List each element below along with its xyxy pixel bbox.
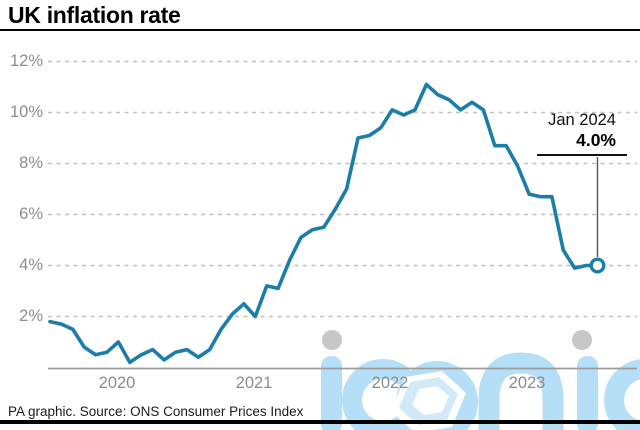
x-axis-label-2022: 2022 [371, 374, 409, 392]
watermark-i-dot [572, 330, 592, 350]
annotation-date: Jan 2024 [548, 111, 616, 129]
y-axis-label-12: 12% [9, 52, 43, 70]
x-axis-label-2020: 2020 [98, 374, 136, 392]
watermark-i-dot [322, 330, 342, 350]
watermark-letter-i [321, 356, 342, 430]
watermark-letter-c [604, 359, 640, 430]
inflation-series [48, 82, 606, 365]
y-axis-label-6: 6% [19, 205, 43, 223]
y-axis-label-4: 4% [19, 256, 43, 274]
title-rule [0, 29, 640, 31]
watermark-letter-n [478, 352, 564, 430]
y-axis-label-8: 8% [19, 154, 43, 172]
watermark-letter-i [577, 356, 598, 430]
bottom-rule [0, 420, 640, 424]
y-axis-label-2: 2% [19, 307, 43, 325]
watermark-logo-o [391, 361, 478, 430]
annotation-rule [537, 154, 627, 156]
footer-credit: PA graphic. Source: ONS Consumer Prices … [8, 404, 304, 419]
annotation-value: 4.0% [576, 130, 616, 150]
latest-data-point-marker [589, 257, 606, 274]
x-axis-label-2021: 2021 [235, 374, 273, 392]
gridlines [48, 60, 637, 318]
inflation-line [48, 82, 600, 365]
iconic-watermark [321, 330, 640, 430]
x-axis-label-2023: 2023 [508, 374, 546, 392]
y-axis-label-10: 10% [9, 103, 43, 121]
page-title: UK inflation rate [8, 2, 181, 28]
